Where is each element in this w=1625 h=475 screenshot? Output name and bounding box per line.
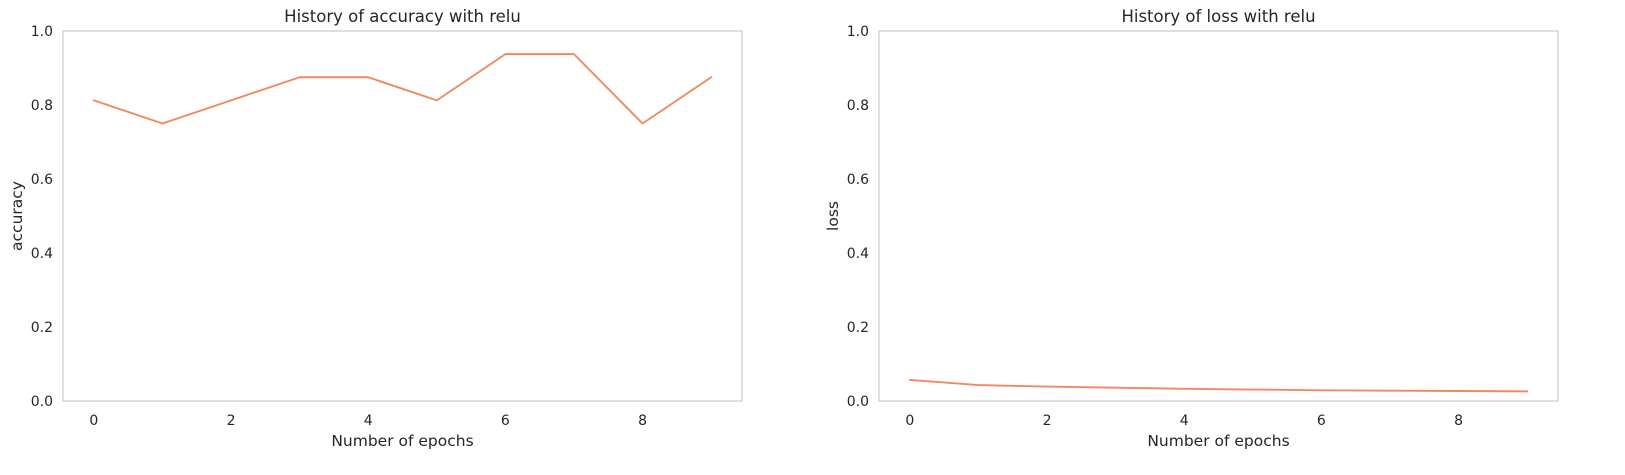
- accuracy-x-tick-label: 0: [89, 413, 98, 429]
- accuracy-y-tick-label: 0.4: [31, 246, 53, 262]
- accuracy-chart: 0 2 4 6 8 0.0 0.2 0.4 0.6 0.8 1.0 History of accura…: [8, 7, 743, 450]
- accuracy-x-tick-label: 4: [364, 413, 373, 429]
- accuracy-y-tick-label: 0.2: [31, 320, 53, 336]
- loss-x-tick-label: 6: [1317, 413, 1326, 429]
- accuracy-series-line: [92, 53, 713, 125]
- accuracy-y-tick-label: 0.6: [31, 172, 53, 188]
- accuracy-y-axis-label: accuracy: [8, 181, 26, 251]
- accuracy-x-tick-label: 6: [501, 413, 510, 429]
- loss-x-tick-label: 8: [1454, 413, 1463, 429]
- loss-chart: 0 2 4 6 8 0.0 0.2 0.4 0.6 0.8 1.0 History of loss w…: [824, 7, 1559, 450]
- loss-y-tick-label: 0.0: [847, 394, 869, 410]
- loss-x-tick-label: 2: [1043, 413, 1052, 429]
- loss-y-tick-label: 0.6: [847, 172, 869, 188]
- loss-y-tick-label: 1.0: [847, 24, 869, 40]
- loss-x-tick-label: 0: [905, 413, 914, 429]
- loss-y-tick-label: 0.4: [847, 246, 869, 262]
- loss-series-line: [908, 378, 1529, 393]
- accuracy-y-tick-label: 0.0: [31, 394, 53, 410]
- loss-y-axis-label: loss: [824, 201, 842, 231]
- loss-chart-title: History of loss with relu: [1121, 7, 1315, 26]
- accuracy-y-tick-label: 0.8: [31, 98, 53, 114]
- accuracy-axes-frame: [62, 30, 743, 402]
- accuracy-x-tick-label: 2: [227, 413, 236, 429]
- accuracy-y-tick-label: 1.0: [31, 24, 53, 40]
- loss-y-tick-label: 0.2: [847, 320, 869, 336]
- accuracy-chart-title: History of accuracy with relu: [284, 7, 521, 26]
- loss-x-axis-label: Number of epochs: [1147, 432, 1289, 450]
- accuracy-x-axis-label: Number of epochs: [331, 432, 473, 450]
- loss-axes-frame: [878, 30, 1559, 402]
- loss-x-tick-label: 4: [1180, 413, 1189, 429]
- loss-y-tick-label: 0.8: [847, 98, 869, 114]
- accuracy-x-tick-label: 8: [638, 413, 647, 429]
